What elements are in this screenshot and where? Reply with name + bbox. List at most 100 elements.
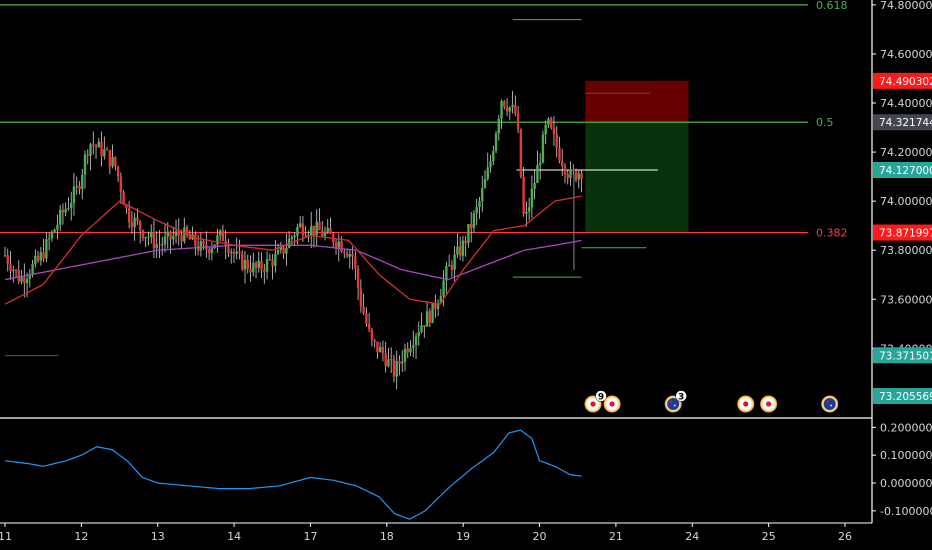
candle-body[interactable] [458, 246, 462, 256]
candle-body[interactable] [541, 134, 545, 163]
candle-body[interactable] [304, 235, 307, 237]
candle-body[interactable] [456, 246, 459, 255]
candle-body[interactable] [519, 129, 523, 177]
candle-body[interactable] [70, 203, 73, 209]
candle-body[interactable] [453, 254, 456, 270]
candle-body[interactable] [574, 170, 578, 180]
candle-body[interactable] [130, 222, 134, 228]
candle-body[interactable] [9, 263, 12, 272]
candle-body[interactable] [475, 207, 478, 214]
candle-body[interactable] [114, 157, 117, 167]
candle-body[interactable] [321, 230, 324, 236]
candle-body[interactable] [144, 237, 147, 239]
candle-body[interactable] [166, 231, 169, 237]
candle-body[interactable] [183, 227, 186, 242]
candle-body[interactable] [343, 251, 346, 254]
candle-body[interactable] [296, 226, 299, 236]
candle-body[interactable] [23, 277, 26, 284]
candle-body[interactable] [133, 217, 136, 228]
candle-body[interactable] [78, 185, 81, 190]
candle-body[interactable] [417, 332, 420, 337]
candle-body[interactable] [17, 270, 20, 282]
candle-body[interactable] [538, 162, 542, 166]
candle-body[interactable] [483, 179, 487, 188]
candle-body[interactable] [282, 246, 285, 254]
candle-body[interactable] [147, 237, 150, 239]
candle-body[interactable] [64, 208, 67, 213]
candle-body[interactable] [125, 205, 128, 209]
candle-body[interactable] [268, 259, 272, 261]
candle-body[interactable] [81, 174, 84, 190]
candle-body[interactable] [72, 186, 76, 204]
candle-body[interactable] [39, 252, 43, 261]
candle-body[interactable] [373, 339, 376, 342]
candle-body[interactable] [202, 241, 205, 245]
candle-body[interactable] [492, 150, 495, 162]
candle-body[interactable] [500, 101, 503, 119]
candle-body[interactable] [260, 260, 263, 270]
candle-body[interactable] [141, 230, 145, 239]
candle-body[interactable] [547, 118, 550, 125]
candle-body[interactable] [199, 241, 203, 251]
candle-body[interactable] [100, 141, 103, 157]
candle-body[interactable] [241, 253, 244, 270]
candle-body[interactable] [177, 231, 180, 235]
candle-body[interactable] [508, 107, 512, 112]
candle-body[interactable] [34, 255, 37, 265]
candle-body[interactable] [409, 347, 412, 353]
candle-body[interactable] [232, 251, 236, 254]
candle-body[interactable] [158, 244, 161, 246]
candle-body[interactable] [530, 188, 534, 208]
candle-body[interactable] [14, 269, 18, 271]
candle-body[interactable] [550, 118, 553, 128]
candle-body[interactable] [235, 251, 238, 254]
candle-body[interactable] [67, 208, 70, 210]
candle-body[interactable] [329, 227, 332, 234]
candle-body[interactable] [127, 208, 131, 223]
candle-body[interactable] [552, 127, 556, 135]
candle-body[interactable] [481, 187, 484, 202]
candle-body[interactable] [472, 213, 476, 228]
candle-body[interactable] [489, 161, 492, 168]
candle-body[interactable] [61, 209, 65, 213]
candle-body[interactable] [42, 252, 45, 259]
candle-body[interactable] [92, 144, 95, 146]
candle-body[interactable] [94, 145, 98, 148]
candle-body[interactable] [387, 359, 390, 367]
candle-body[interactable] [97, 141, 100, 148]
candle-body[interactable] [536, 165, 539, 184]
candle-body[interactable] [31, 264, 34, 276]
candle-body[interactable] [412, 345, 415, 348]
candle-body[interactable] [227, 246, 230, 253]
candle-body[interactable] [174, 231, 178, 237]
candle-body[interactable] [3, 255, 7, 257]
candle-body[interactable] [390, 359, 393, 361]
economic-event-marker[interactable]: 3 [664, 390, 687, 413]
economic-event-marker[interactable]: 9 [584, 390, 607, 413]
candle-body[interactable] [252, 262, 255, 273]
candle-body[interactable] [337, 241, 340, 248]
candle-body[interactable] [285, 247, 288, 254]
candle-body[interactable] [486, 167, 489, 180]
candle-body[interactable] [86, 154, 89, 156]
candle-body[interactable] [290, 237, 294, 239]
candle-body[interactable] [161, 244, 164, 246]
candle-body[interactable] [254, 262, 258, 268]
candle-body[interactable] [401, 361, 404, 364]
candle-body[interactable] [75, 185, 78, 187]
candle-body[interactable] [431, 303, 434, 323]
candle-body[interactable] [376, 341, 379, 353]
candle-body[interactable] [351, 254, 354, 257]
candle-body[interactable] [298, 223, 302, 227]
candle-body[interactable] [563, 166, 567, 175]
candle-body[interactable] [210, 248, 214, 254]
candle-body[interactable] [312, 225, 316, 236]
candle-body[interactable] [442, 280, 445, 297]
economic-event-marker[interactable] [737, 395, 755, 413]
candle-body[interactable] [83, 154, 87, 175]
candle-body[interactable] [428, 311, 432, 323]
candle-body[interactable] [505, 106, 509, 112]
candle-body[interactable] [395, 361, 398, 377]
candle-body[interactable] [238, 251, 241, 254]
candle-body[interactable] [470, 224, 473, 228]
